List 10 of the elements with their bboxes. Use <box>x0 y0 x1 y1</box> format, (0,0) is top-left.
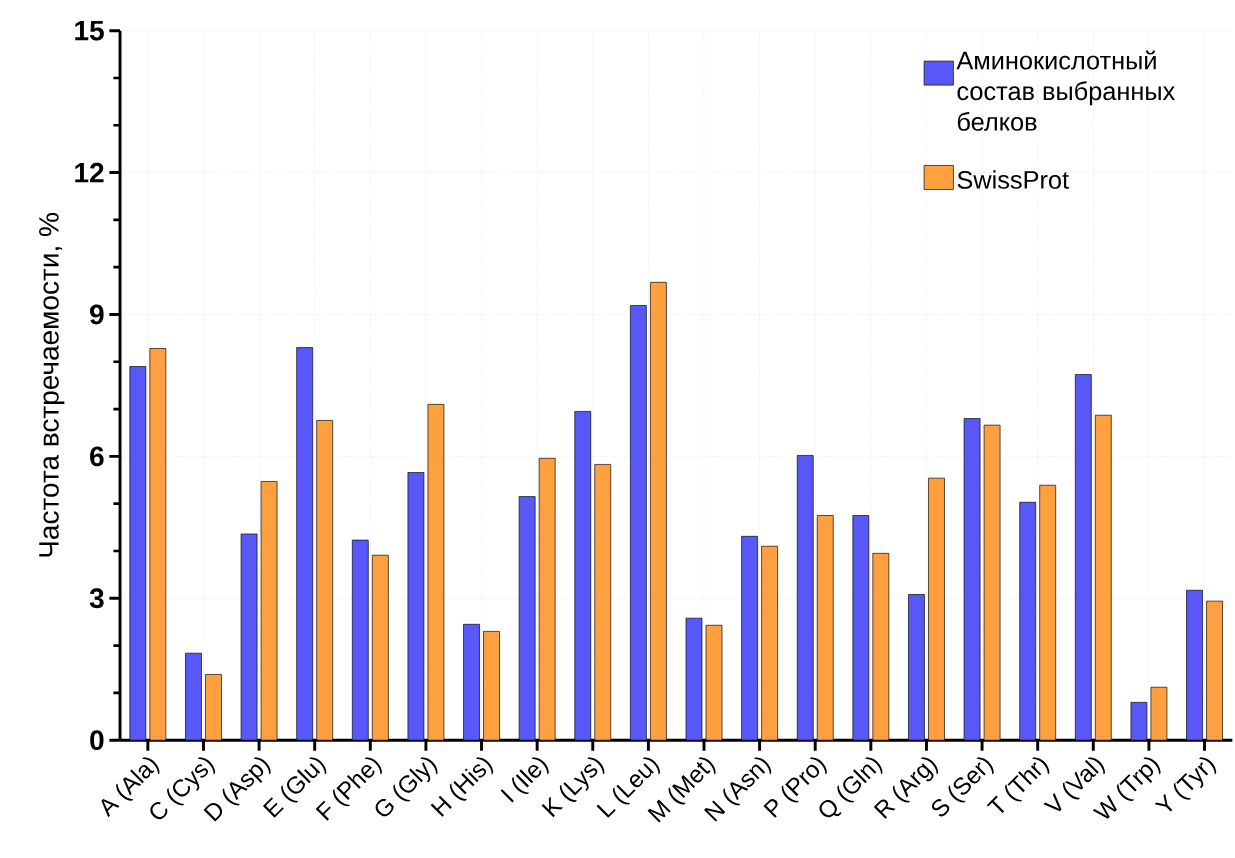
y-tick-label: 6 <box>90 446 104 467</box>
y-tick-label: 12 <box>75 163 104 183</box>
legend-label: Аминокислотный состав выбранных белков <box>956 50 1175 132</box>
y-tick-label: 0 <box>90 730 104 751</box>
y-tick-label: 9 <box>90 304 104 325</box>
legend-label: SwissProt <box>957 170 1069 190</box>
y-tick-label: 3 <box>89 588 104 609</box>
y-tick-label: 15 <box>75 21 104 41</box>
y-axis-title: Частота встречаемости, % <box>39 213 65 557</box>
x-tick-label: I (Ile) <box>500 757 549 803</box>
